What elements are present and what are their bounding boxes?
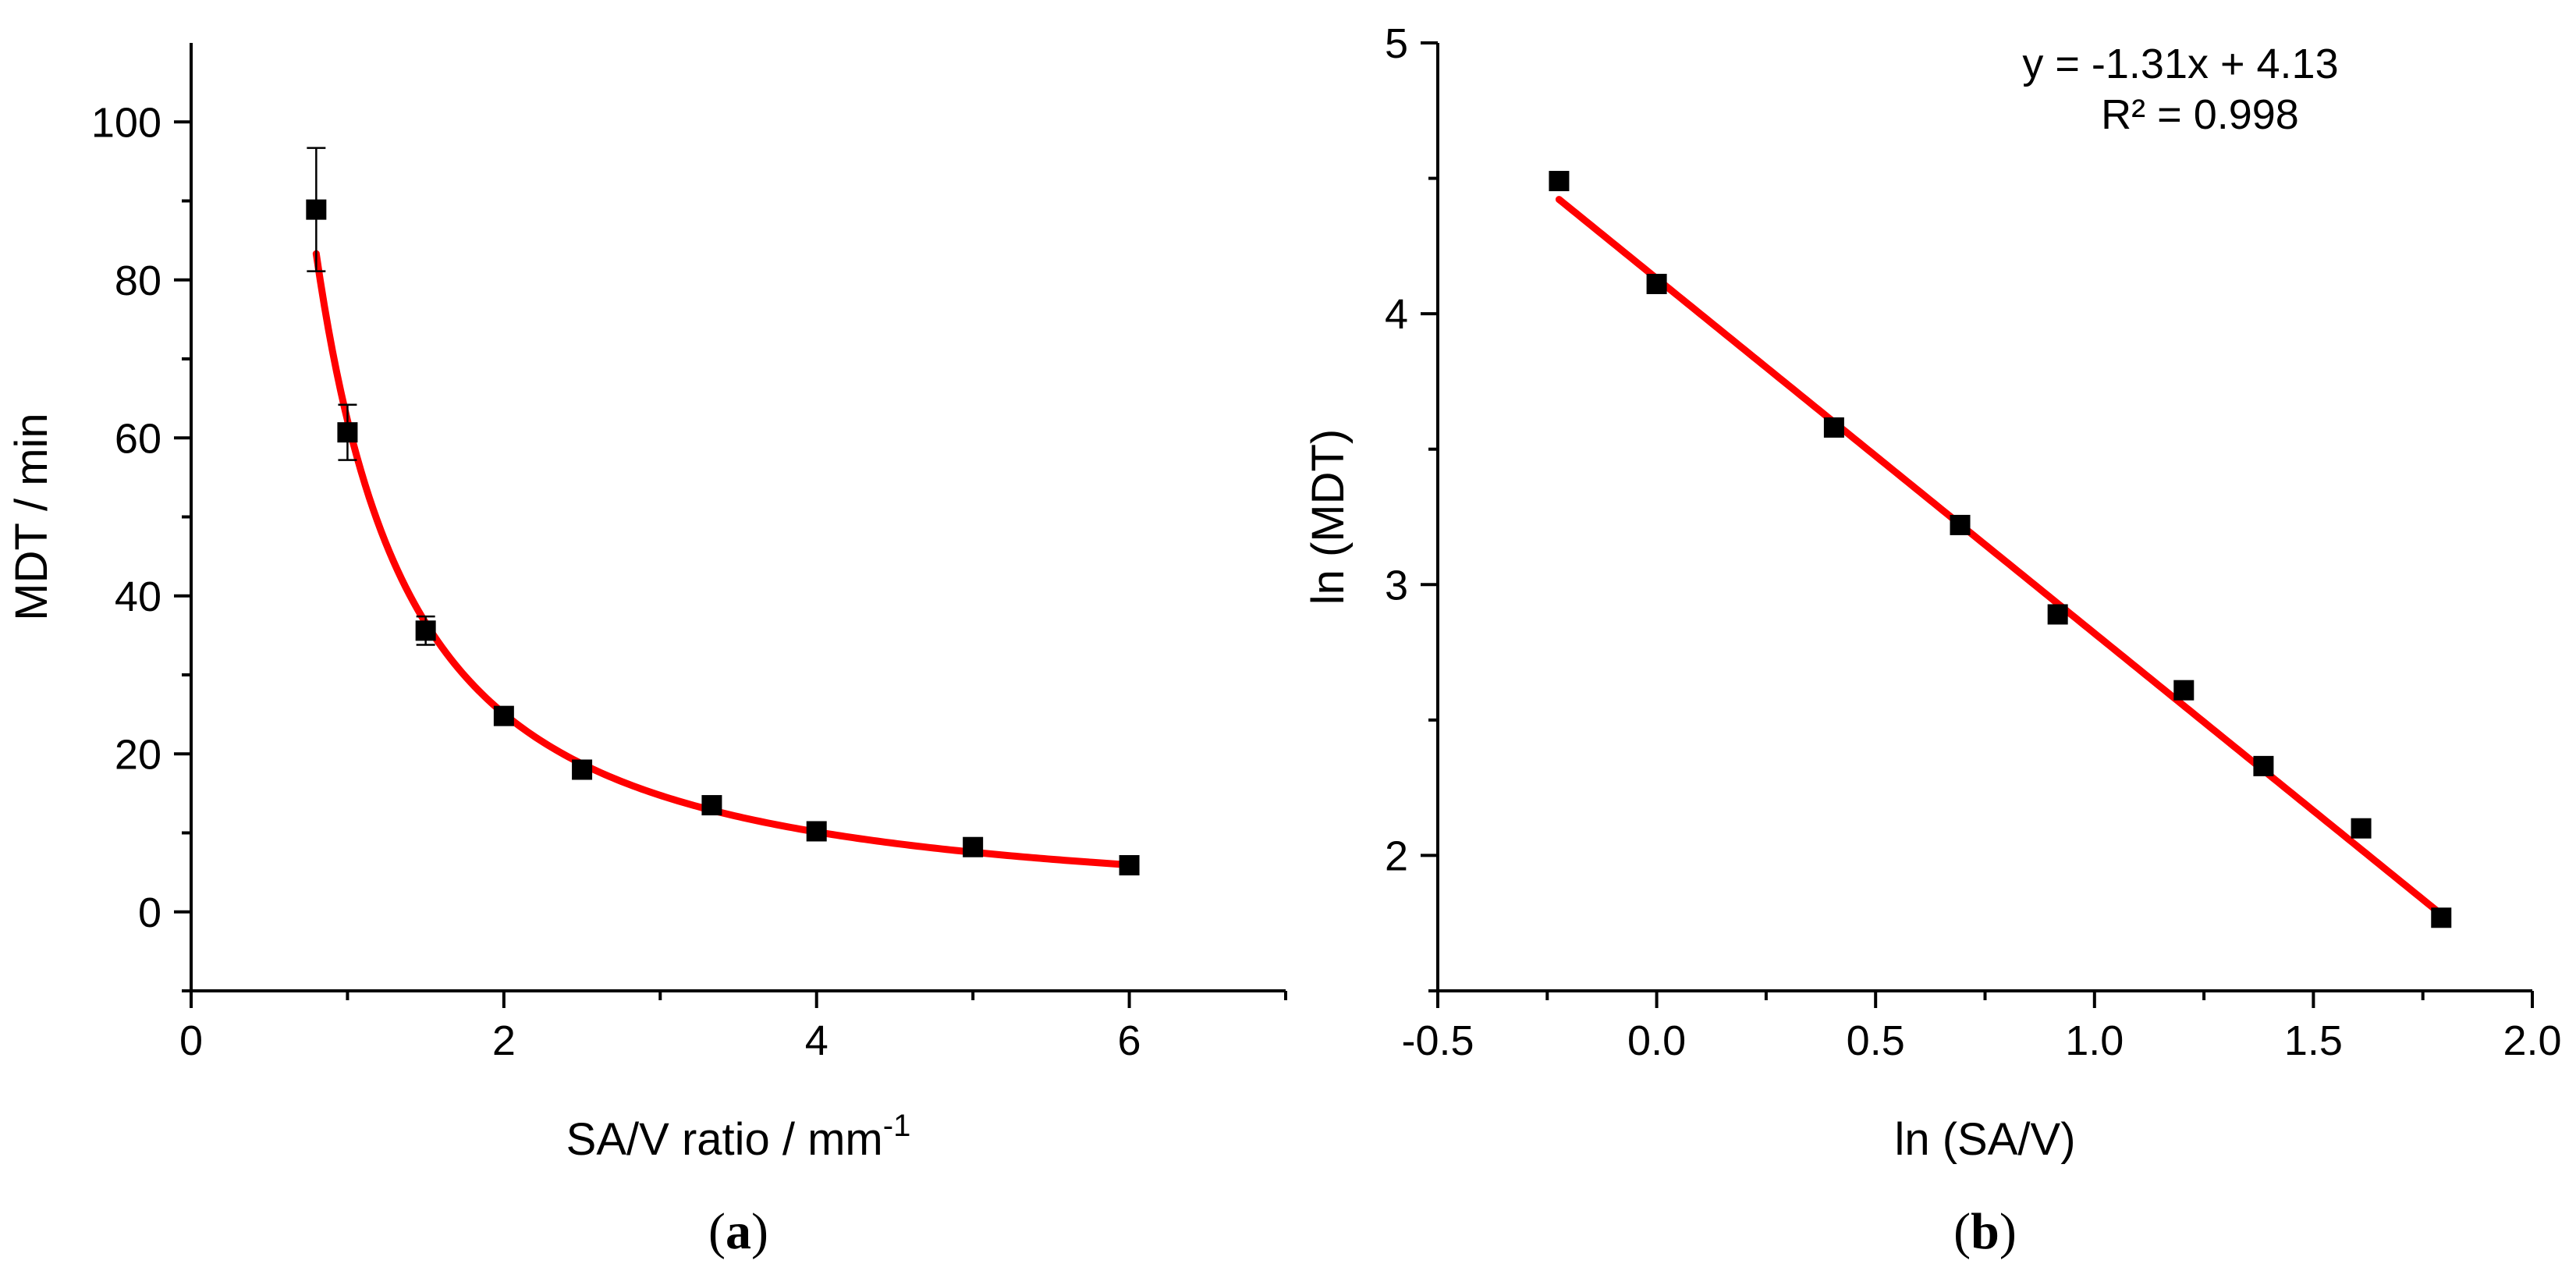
y-axis-label-a: MDT / min — [6, 413, 57, 620]
y-tick-label-b: 2 — [1385, 832, 1408, 879]
y-tick-label-a: 100 — [91, 99, 161, 146]
x-axis-label-a-text: SA/V ratio / mm — [566, 1114, 883, 1165]
data-point-b — [2351, 818, 2372, 839]
x-axis-label-b: ln (SA/V) — [1894, 1114, 2075, 1165]
x-tick-label-b: 1.0 — [2065, 1017, 2124, 1064]
x-tick-label-b: -0.5 — [1401, 1017, 1474, 1064]
data-point-b — [2431, 907, 2452, 928]
data-point-a — [493, 705, 514, 726]
data-point-b — [2173, 680, 2195, 701]
x-axis-label-a: SA/V ratio / mm-1 — [566, 1109, 911, 1165]
data-point-b — [1646, 273, 1667, 294]
y-tick-label-b: 3 — [1385, 562, 1408, 609]
panel-letter-b: b — [1971, 1203, 1999, 1260]
chart-panel-b: -0.5 0.0 0.5 1.0 1.5 2.0 2 3 4 5 ln (SA/V) ln (MD… — [1303, 20, 2562, 1260]
regression-equation: y = -1.31x + 4.13 — [2022, 41, 2338, 87]
x-tick-label-a: 0 — [179, 1017, 203, 1064]
fit-curve-b — [1555, 196, 2445, 918]
y-tick-label-a: 40 — [115, 573, 161, 620]
x-tick-label-b: 2.0 — [2503, 1017, 2561, 1064]
x-tick-label-b: 0.5 — [1847, 1017, 1905, 1064]
data-point-b — [1549, 171, 1570, 192]
y-tick-label-a: 0 — [138, 889, 161, 936]
panel-label-b: (b) — [1953, 1203, 2017, 1260]
y-tick-label-a: 60 — [115, 415, 161, 462]
y-tick-label-b: 5 — [1385, 20, 1408, 67]
y-tick-label-b: 4 — [1385, 291, 1408, 338]
data-point-a — [1119, 855, 1140, 876]
data-point-a — [306, 199, 327, 220]
y-axis-label-b: ln (MDT) — [1303, 429, 1354, 605]
data-point-b — [2047, 604, 2068, 625]
x-tick-label-b: 1.5 — [2284, 1017, 2343, 1064]
x-tick-label-a: 6 — [1118, 1017, 1141, 1064]
data-point-b — [1823, 417, 1844, 438]
data-point-a — [337, 422, 358, 443]
data-point-a — [572, 759, 593, 780]
x-axis-label-a-superscript: -1 — [883, 1109, 911, 1143]
data-point-a — [701, 795, 722, 816]
x-tick-label-a: 4 — [805, 1017, 829, 1064]
y-tick-label-a: 80 — [115, 257, 161, 304]
y-tick-label-a: 20 — [115, 731, 161, 778]
x-tick-label-b: 0.0 — [1627, 1017, 1686, 1064]
data-point-a — [963, 836, 984, 857]
x-tick-label-a: 2 — [492, 1017, 516, 1064]
data-point-a — [806, 821, 827, 842]
panel-letter-a: a — [726, 1203, 751, 1260]
data-point-b — [1950, 514, 1971, 535]
data-point-a — [415, 620, 436, 641]
r-squared-label: R² = 0.998 — [2101, 91, 2299, 138]
fit-curve-a — [312, 250, 1134, 869]
data-point-b — [2253, 755, 2274, 776]
panel-label-a: (a) — [708, 1203, 768, 1260]
